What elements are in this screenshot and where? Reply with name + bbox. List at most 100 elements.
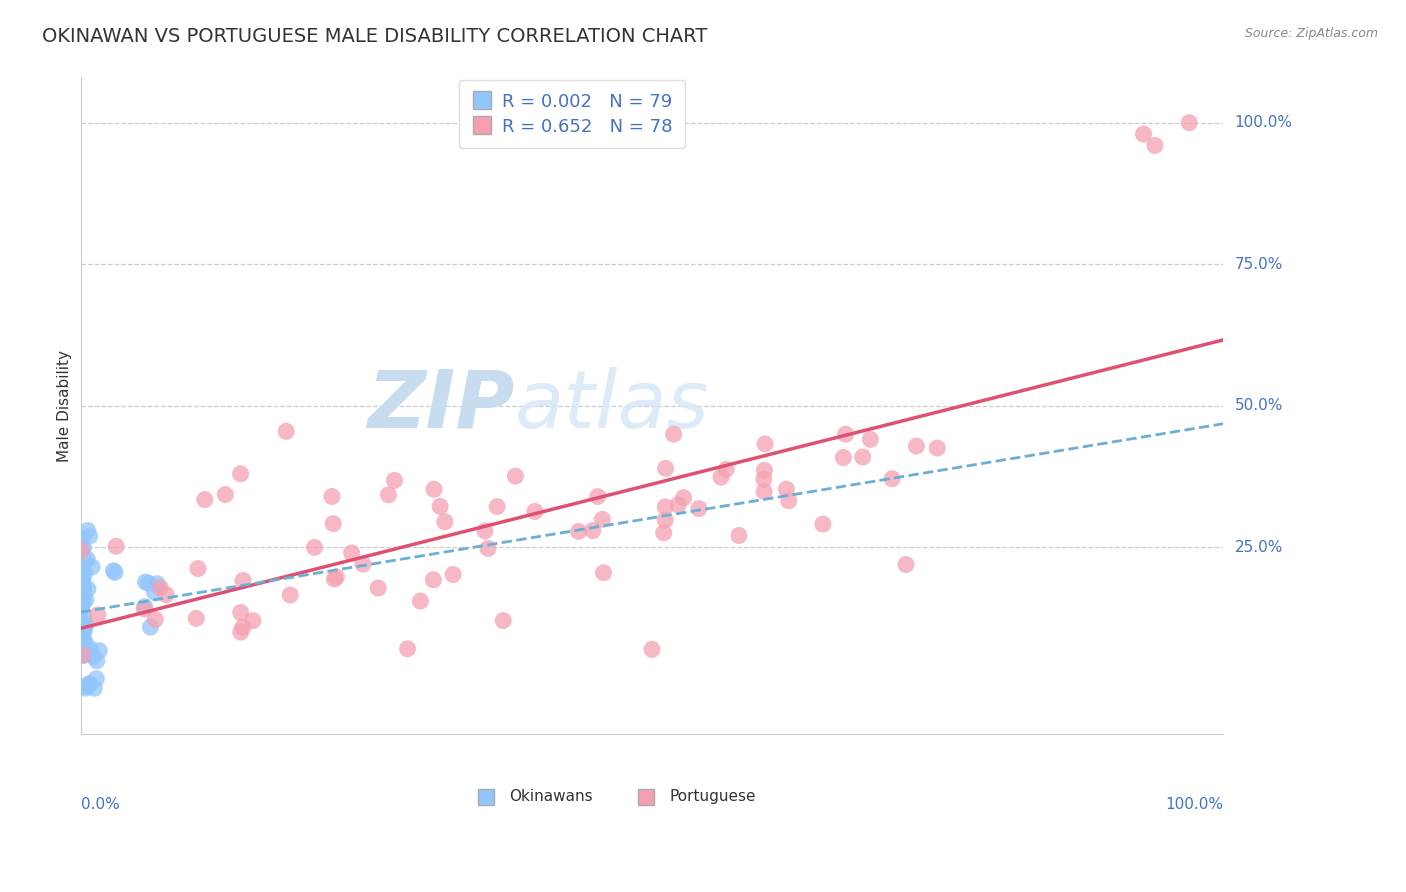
Point (276, 425, 298, 439)
Text: 100.0%: 100.0% (1234, 115, 1292, 130)
Point (72, 591, 94, 606)
Point (72, 628, 94, 642)
Point (486, 500, 509, 514)
Point (321, 490, 343, 504)
Legend: R = 0.002   N = 79, R = 0.652   N = 78: R = 0.002 N = 79, R = 0.652 N = 78 (458, 80, 685, 148)
Point (70, 588, 93, 602)
Point (505, 469, 527, 483)
Point (83, 681, 105, 696)
Point (880, 472, 903, 486)
Point (325, 570, 347, 584)
Point (586, 490, 609, 504)
Point (754, 437, 776, 451)
Point (72, 645, 94, 659)
Point (70, 589, 93, 603)
Point (582, 524, 605, 538)
Point (384, 474, 406, 488)
Point (75, 555, 97, 569)
Point (429, 500, 451, 514)
Point (433, 515, 456, 529)
Point (187, 561, 209, 575)
Point (352, 557, 374, 571)
Point (323, 572, 346, 586)
Point (377, 488, 399, 502)
Point (149, 581, 172, 595)
Point (72, 632, 94, 647)
Point (72, 610, 94, 624)
Point (229, 606, 252, 620)
Point (69, 590, 91, 604)
Point (75, 592, 97, 607)
Point (75, 647, 97, 661)
Point (69, 541, 91, 555)
Point (70, 593, 93, 607)
Point (278, 588, 301, 602)
Point (70, 592, 93, 607)
Point (70, 566, 93, 581)
Point (72, 582, 94, 597)
Point (654, 461, 676, 475)
Point (72, 571, 94, 585)
Point (72, 644, 94, 658)
Point (70, 584, 93, 599)
Text: 75.0%: 75.0% (1234, 257, 1282, 272)
Point (70, 532, 93, 546)
Point (229, 625, 252, 640)
Point (666, 498, 689, 512)
Point (72, 541, 94, 555)
Point (591, 512, 613, 526)
Point (474, 524, 496, 538)
Text: Source: ZipAtlas.com: Source: ZipAtlas.com (1244, 27, 1378, 40)
Point (73, 580, 96, 594)
Point (79, 529, 101, 543)
Point (304, 541, 326, 555)
Point (72, 580, 94, 594)
Point (688, 501, 710, 516)
Point (927, 441, 949, 455)
Point (852, 450, 875, 464)
Point (70, 593, 93, 607)
Point (138, 576, 160, 591)
Point (492, 614, 515, 628)
Point (423, 483, 446, 497)
Point (82, 649, 104, 664)
Point (242, 614, 264, 628)
Text: Portuguese: Portuguese (669, 789, 755, 805)
Point (70, 575, 93, 590)
Point (72, 648, 94, 662)
Point (72, 597, 94, 611)
Point (73, 566, 96, 581)
Point (134, 602, 156, 616)
Point (134, 599, 156, 614)
Point (72, 573, 94, 587)
Point (186, 611, 208, 625)
Point (75, 681, 97, 695)
Point (523, 504, 546, 518)
Point (73, 648, 96, 663)
Point (70, 637, 93, 651)
Point (86, 654, 108, 668)
Point (859, 433, 882, 447)
Point (70, 627, 93, 641)
Point (75, 635, 97, 649)
Point (672, 491, 695, 505)
Text: 100.0%: 100.0% (1166, 797, 1223, 812)
Point (752, 472, 775, 486)
Point (70, 636, 93, 650)
Point (70, 582, 93, 597)
Point (70, 541, 93, 555)
Y-axis label: Male Disability: Male Disability (58, 350, 72, 462)
Point (75, 679, 97, 693)
Point (89, 643, 111, 657)
Point (69, 562, 91, 576)
Point (70, 543, 93, 558)
Point (135, 574, 157, 589)
Point (754, 484, 776, 499)
Point (146, 576, 169, 591)
Text: ZIP: ZIP (367, 367, 515, 445)
Point (79, 677, 101, 691)
Point (832, 450, 855, 465)
Point (232, 574, 254, 588)
Point (728, 528, 751, 542)
Point (894, 558, 917, 572)
